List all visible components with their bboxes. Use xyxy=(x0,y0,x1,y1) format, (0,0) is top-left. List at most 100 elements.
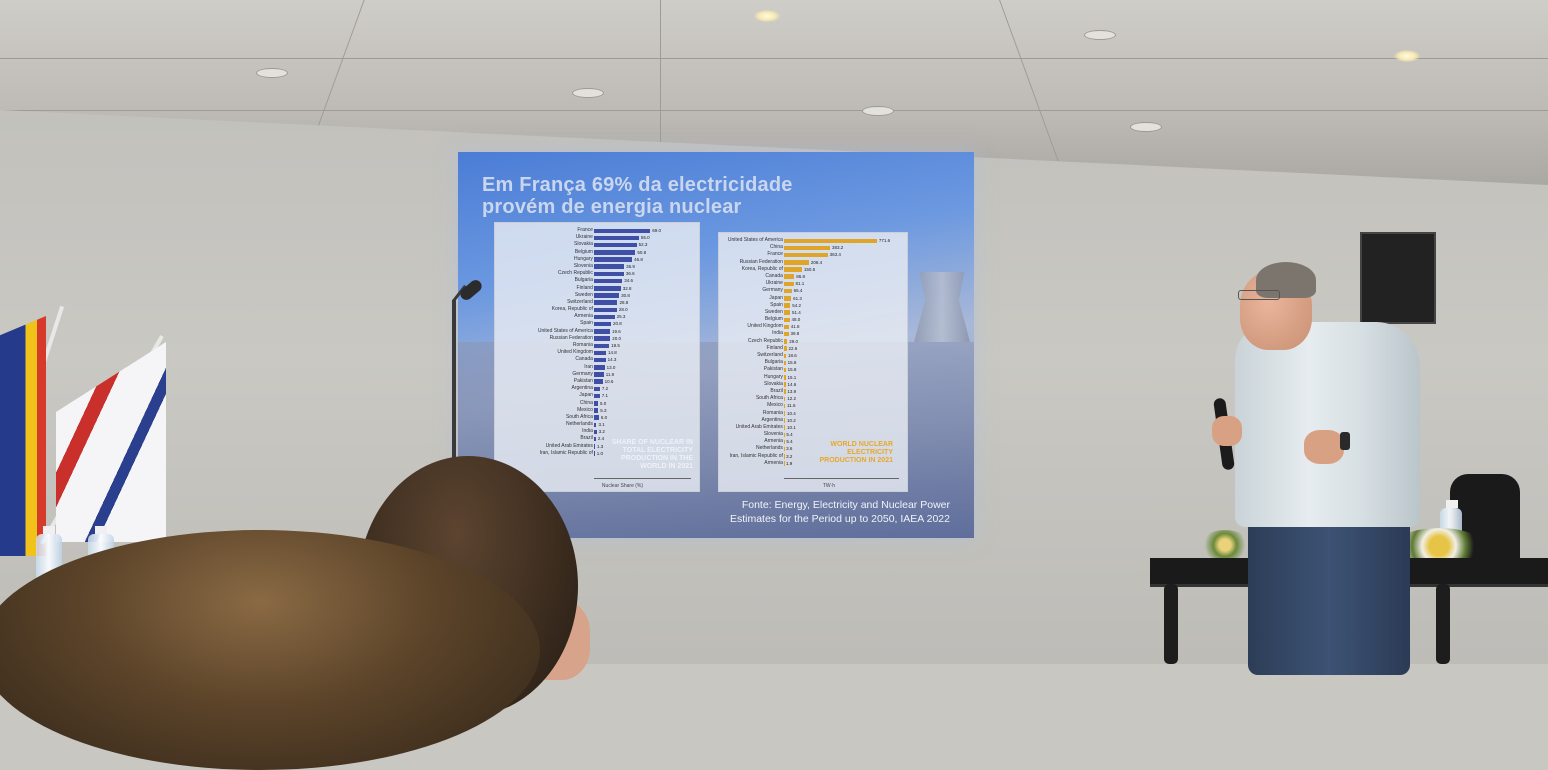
bar-category-label: Japan xyxy=(769,295,783,302)
bar xyxy=(784,253,828,258)
bar-row: Slovakia 52.3 xyxy=(495,241,699,248)
bar-value-label: 28.8 xyxy=(619,299,628,306)
bar xyxy=(594,272,624,277)
bar xyxy=(784,310,790,315)
bar-row: Canada 86.8 xyxy=(719,273,907,280)
bar xyxy=(594,358,606,363)
bar-row: Argentina 7.2 xyxy=(495,385,699,392)
bar-category-label: Slovakia xyxy=(574,241,593,248)
bar-value-label: 14.8 xyxy=(608,349,617,356)
bar xyxy=(594,394,600,399)
bar-value-label: 1.0 xyxy=(597,450,603,457)
bar-category-label: South Africa xyxy=(756,395,783,402)
bar xyxy=(594,308,617,313)
bar-category-label: Germany xyxy=(762,287,783,294)
bar xyxy=(784,404,785,409)
bar-category-label: Brazil xyxy=(580,435,593,442)
bar-category-label: United Arab Emirates xyxy=(736,424,783,431)
bar xyxy=(594,401,598,406)
bar xyxy=(784,418,785,423)
bar-category-label: Brazil xyxy=(770,388,783,395)
bar-category-label: Japan xyxy=(579,392,593,399)
bar-value-label: 15.8 xyxy=(788,359,797,366)
ceiling-vent xyxy=(1130,122,1162,132)
bar-category-label: Finland xyxy=(767,345,783,352)
bar-value-label: 29.0 xyxy=(789,338,798,345)
bar-value-label: 14.3 xyxy=(608,356,617,363)
source-line: Estimates for the Period up to 2050, IAE… xyxy=(570,512,950,526)
bar-category-label: Switzerland xyxy=(757,352,783,359)
bar-category-label: Canada xyxy=(765,273,783,280)
bar-value-label: 5.3 xyxy=(600,407,606,414)
bar-category-label: United Kingdom xyxy=(557,349,593,356)
bar xyxy=(784,303,791,308)
ceiling-light xyxy=(1394,50,1420,62)
bar-value-label: 22.6 xyxy=(788,345,797,352)
bar xyxy=(784,354,786,359)
bar-value-label: 48.0 xyxy=(792,316,801,323)
bar xyxy=(594,423,597,428)
bar xyxy=(594,351,606,356)
bar-category-label: Argentina xyxy=(572,385,593,392)
bar xyxy=(594,243,637,248)
bar-category-label: India xyxy=(772,330,783,337)
bar-value-label: 208.4 xyxy=(811,259,822,266)
bar xyxy=(784,274,794,279)
bar-category-label: South Africa xyxy=(566,414,593,421)
bar-category-label: Iran xyxy=(584,364,593,371)
bar xyxy=(594,379,603,384)
bar-category-label: Slovenia xyxy=(764,431,783,438)
bar-category-label: Bulgaria xyxy=(575,277,593,284)
bar-value-label: 7.2 xyxy=(602,385,608,392)
watch-icon xyxy=(1340,432,1350,450)
bar-category-label: Armenia xyxy=(764,438,783,445)
bar-category-label: China xyxy=(580,400,593,407)
bar-category-label: Russian Federation xyxy=(550,335,593,342)
bar-value-label: 36.6 xyxy=(626,270,635,277)
bar-category-label: Slovenia xyxy=(574,263,593,270)
bar-category-label: China xyxy=(770,244,783,251)
x-axis xyxy=(784,478,899,479)
bar xyxy=(594,430,597,435)
bar-category-label: Slovakia xyxy=(764,381,783,388)
microphone-stand xyxy=(452,300,456,460)
bar-category-label: Mexico xyxy=(577,407,593,414)
bar xyxy=(784,411,785,416)
bar xyxy=(594,279,622,284)
presenter-shirt xyxy=(1235,322,1420,527)
bar-value-label: 20.8 xyxy=(613,320,622,327)
bottle-cap xyxy=(95,526,107,534)
bar-value-label: 52.3 xyxy=(639,241,648,248)
flag xyxy=(0,316,46,556)
bar-value-label: 15.8 xyxy=(788,366,797,373)
chart-caption: WORLD NUCLEAR ELECTRICITY PRODUCTION IN … xyxy=(813,441,893,465)
x-axis-label: Nuclear Share (%) xyxy=(546,483,699,489)
bar-category-label: Romania xyxy=(573,342,593,349)
bar-value-label: 86.8 xyxy=(796,273,805,280)
bar xyxy=(784,246,830,251)
bar xyxy=(594,257,632,262)
bar-value-label: 10.6 xyxy=(605,378,614,385)
ceiling-vent xyxy=(572,88,604,98)
x-axis-label: TW·h xyxy=(751,483,907,489)
presenter-hand xyxy=(1212,416,1242,446)
bar-category-label: Finland xyxy=(577,285,593,292)
